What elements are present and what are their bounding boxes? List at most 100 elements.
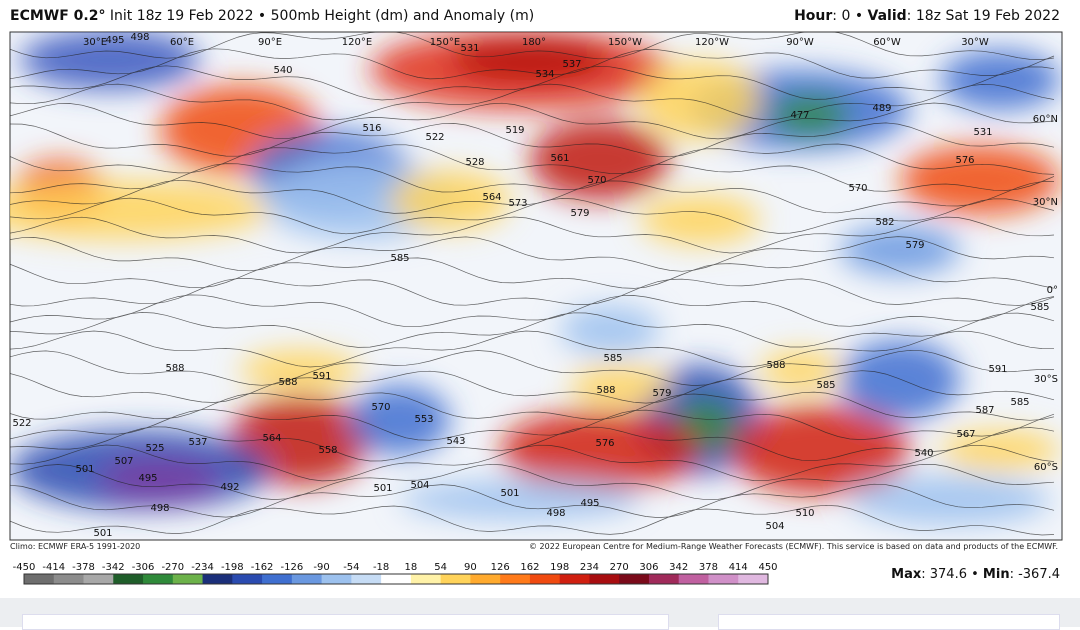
contour-label: 585	[390, 253, 409, 264]
longitude-label: 60°E	[170, 37, 194, 48]
colorbar-tick-label: 90	[464, 562, 477, 573]
contours	[10, 32, 1055, 536]
contour-label: 519	[505, 125, 524, 136]
labels: 30°E 60°E 90°E 120°E 150°E 180° 150°W 120°W 90°W…	[12, 32, 1058, 539]
contour-label: 537	[188, 437, 207, 448]
contour-label: 540	[273, 65, 292, 76]
colorbar-segment	[589, 574, 620, 584]
colorbar-tick-label: 198	[550, 562, 569, 573]
contour-label: 504	[765, 521, 784, 532]
contour-label: 579	[652, 388, 671, 399]
contour-label: 531	[460, 43, 479, 54]
anomaly-blob	[770, 95, 850, 135]
model-name: ECMWF 0.2°	[10, 8, 106, 24]
colorbar-tick-label: -162	[251, 562, 274, 573]
longitude-label: 180°	[522, 37, 546, 48]
valid-label: Valid	[867, 8, 907, 24]
contour-line	[10, 312, 1055, 348]
contour-line	[10, 122, 1055, 158]
contour-label: 553	[414, 414, 433, 425]
contour-label: 588	[165, 363, 184, 374]
contour-line	[10, 330, 1055, 368]
colorbar-segment	[321, 574, 352, 584]
contour-label: 558	[318, 445, 337, 456]
colorbar-tick-label: -270	[161, 562, 184, 573]
page-bottom	[0, 598, 1080, 630]
longitude-label: 120°E	[342, 37, 372, 48]
contour-line	[10, 349, 1055, 386]
longitude-label: 30°E	[83, 37, 107, 48]
contour-label: 531	[973, 127, 992, 138]
contour-label: 489	[872, 103, 891, 114]
latitude-label: 30°S	[1034, 374, 1058, 385]
header-left: ECMWF 0.2° Init 18z 19 Feb 2022 • 500mb …	[10, 8, 534, 24]
colorbar-tick-label: -306	[132, 562, 155, 573]
header-right: Hour: 0 • Valid: 18z Sat 19 Feb 2022	[794, 8, 1060, 24]
colorbar-segment	[143, 574, 174, 584]
contour-line	[10, 426, 1055, 462]
contour-label: 570	[371, 402, 390, 413]
colorbar-tick-label: -378	[72, 562, 95, 573]
valid: : 18z Sat 19 Feb 2022	[906, 8, 1060, 24]
colorbar-segment	[291, 574, 323, 584]
contour-label: 561	[550, 153, 569, 164]
anomaly-blob	[20, 32, 200, 90]
contour-label: 507	[114, 456, 133, 467]
climo: Climo: ECMWF ERA-5 1991-2020	[10, 542, 141, 551]
longitude-label: 90°W	[786, 37, 814, 48]
longitude-label: 120°W	[695, 37, 729, 48]
colorbar-tick-label: -54	[343, 562, 359, 573]
contour-label: 540	[914, 448, 933, 459]
anomaly-blob	[530, 120, 670, 200]
contour-label: 543	[446, 436, 465, 447]
contour-label: 591	[312, 371, 331, 382]
contour-label: 501	[75, 464, 94, 475]
contour-label: 570	[848, 183, 867, 194]
contour-label: 570	[587, 175, 606, 186]
card	[718, 614, 1060, 630]
contour-label: 495	[138, 473, 157, 484]
contour-line	[10, 102, 1055, 140]
contour-line	[10, 463, 1055, 501]
contour-label: 588	[278, 377, 297, 388]
anomaly-blob	[850, 475, 1050, 525]
colorbar-tick-label: -450	[13, 562, 36, 573]
contour-line	[10, 143, 1055, 175]
contour-label: 585	[1010, 397, 1029, 408]
colorbar-segment	[648, 574, 680, 584]
colorbar-segment	[410, 574, 442, 584]
contour-label: 498	[130, 32, 149, 43]
contour-label: 525	[145, 443, 164, 454]
contour-label: 585	[1030, 302, 1049, 313]
contour-label: 495	[105, 35, 124, 46]
contour-label: 564	[482, 192, 501, 203]
latitude-label: 0°	[1047, 285, 1058, 296]
contour-label: 588	[596, 385, 615, 396]
contour-line	[10, 294, 1055, 328]
contour-label: 564	[262, 433, 281, 444]
colorbar-tick-label: 18	[405, 562, 418, 573]
contour-line	[10, 65, 1055, 101]
colorbar-tick-label: -126	[280, 562, 303, 573]
colorbar-frame	[23, 573, 769, 585]
contour-label: 534	[535, 69, 554, 80]
contour-label: 495	[580, 498, 599, 509]
anomaly-blob	[840, 340, 960, 420]
longitude-label: 30°W	[961, 37, 989, 48]
colorbar-segment	[470, 574, 501, 584]
contour-label: 492	[220, 482, 239, 493]
anomaly-blob	[640, 195, 760, 245]
contour-label: 567	[956, 429, 975, 440]
anomaly-blob	[400, 480, 640, 520]
colorbar-segment	[559, 574, 590, 584]
contour-line	[10, 163, 1055, 194]
anomaly-blob	[940, 50, 1060, 110]
colorbar-segment	[202, 574, 233, 584]
colorbar-tick-label: 270	[610, 562, 629, 573]
colorbar-segment	[500, 574, 531, 584]
contour-line	[10, 179, 1055, 214]
anomaly-blob	[940, 430, 1060, 470]
contour-label: 501	[373, 483, 392, 494]
contour-line	[10, 370, 1055, 404]
colorbar-tick-label: 450	[758, 562, 777, 573]
